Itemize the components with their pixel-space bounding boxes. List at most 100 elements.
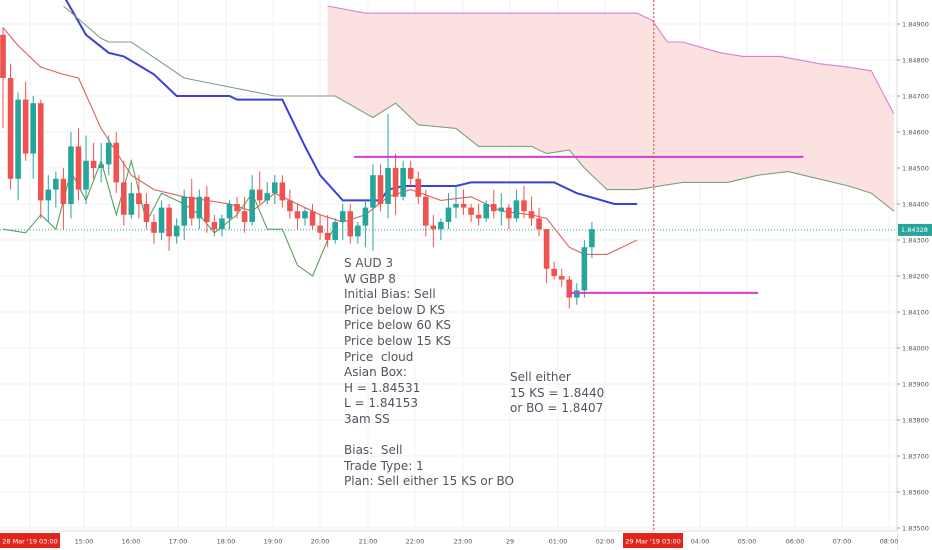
candle-body [226, 204, 233, 219]
annotation-line: Price below 15 KS [344, 333, 451, 348]
price-tick-label: 1.83900 [902, 380, 929, 388]
annotation-line: Price cloud [344, 349, 414, 364]
candle-body [377, 175, 384, 204]
candle-body [90, 160, 97, 168]
candle-body [83, 160, 89, 190]
price-tick-label: 1.84400 [902, 200, 929, 208]
annotation-line: L = 1.84153 [344, 396, 418, 411]
candle-body [468, 207, 474, 215]
candle-body [173, 225, 180, 237]
candle-body [566, 279, 573, 298]
candle-body [589, 229, 595, 248]
candle-body [460, 204, 467, 208]
candle-body [256, 189, 263, 201]
candle-body [37, 103, 44, 201]
candle-body [445, 207, 452, 222]
price-tick-label: 1.84000 [902, 344, 929, 352]
candle-body [400, 168, 406, 197]
annotation-line: H = 1.84531 [344, 380, 421, 395]
annotation-line: Asian Box: [344, 365, 407, 380]
candle-body [506, 207, 512, 219]
time-label: 16:00 [122, 538, 141, 546]
annotation-line: Price below 60 KS [344, 318, 451, 333]
candle-body [166, 207, 172, 237]
annotation-line: or BO = 1.8407 [510, 401, 604, 416]
annotation-line: Price below D KS [344, 302, 445, 317]
annotation-line: W GBP 8 [344, 271, 396, 286]
candle-body [453, 204, 459, 208]
candle-body [128, 193, 135, 215]
candle-body [332, 222, 338, 240]
candle-body [15, 99, 21, 179]
candle-body [513, 200, 520, 219]
candle-body [370, 175, 376, 208]
candle-body [574, 290, 580, 298]
candle-body [121, 182, 127, 215]
time-axis[interactable]: 28 Mar '19 03:00 15:00 16:00 17:00 18:00 19:0… [0, 530, 899, 550]
time-label: 18:00 [217, 538, 236, 546]
annotation-line: 15 KS = 1.8440 [510, 385, 605, 400]
candle-body [60, 178, 67, 204]
candle-body [45, 189, 52, 201]
ichimoku-cloud [327, 0, 894, 212]
candle-body [7, 78, 14, 179]
candle-body [347, 211, 354, 237]
time-label: 08:00 [880, 538, 899, 546]
annotation-line: Bias: Sell [344, 443, 403, 458]
candle-body [68, 146, 74, 204]
price-tick-label: 1.83600 [902, 488, 929, 496]
price-tick-label: 1.83800 [902, 416, 929, 424]
leading-span-b-line [327, 5, 895, 115]
price-tick-label: 1.84100 [902, 308, 929, 316]
candle-body [324, 232, 331, 240]
candle-body [211, 222, 218, 230]
time-label: 23:00 [454, 538, 473, 546]
candle-body [339, 211, 346, 222]
time-label: 04:00 [691, 538, 710, 546]
candle-body [498, 207, 505, 212]
candle-body [279, 182, 286, 201]
time-label: 20:00 [311, 538, 330, 546]
annotation-line: 3am SS [344, 411, 390, 426]
candle-body [294, 211, 301, 219]
current-price-label: 1.84328 [901, 226, 928, 234]
time-label: 19:00 [264, 538, 283, 546]
candle-body [204, 196, 210, 222]
time-highlight-tag [0, 533, 60, 548]
time-label: 07:00 [833, 538, 852, 546]
candle-body [75, 146, 82, 190]
candle-body [536, 218, 542, 230]
base-line-line [64, 0, 638, 205]
candle-body [475, 214, 482, 219]
annotation-right[interactable]: Sell either 15 KS = 1.8440 or BO = 1.8407 [510, 370, 604, 417]
annotation-line: Initial Bias: Sell [344, 287, 436, 302]
price-tick-label: 1.84500 [902, 164, 929, 172]
candle-body [355, 225, 361, 237]
candle-body [438, 222, 444, 230]
candle-body [196, 196, 203, 219]
candle-body [53, 178, 59, 190]
price-axis[interactable]: 1.84900 1.84800 1.84700 1.84600 1.84500 1.844… [896, 0, 932, 550]
price-axis-bg [897, 0, 932, 550]
annotation-line [344, 428, 514, 444]
candle-body [113, 142, 120, 183]
candle-body [219, 218, 225, 230]
candle-body [581, 247, 588, 291]
candle-body [98, 164, 104, 168]
candle-body [543, 229, 550, 269]
candle-body [551, 268, 557, 276]
candle-body [234, 204, 240, 212]
candle-body [392, 168, 399, 197]
candle-body [105, 142, 112, 165]
price-tick-label: 1.84600 [902, 128, 929, 136]
annotation-line: Trade Type: 1 [344, 458, 424, 473]
candle-body [287, 200, 293, 212]
candle-body [264, 193, 271, 201]
candle-body [22, 99, 29, 154]
candles[interactable] [0, 27, 595, 309]
horizontal-levels[interactable] [0, 155, 897, 294]
candle-body [423, 196, 429, 226]
candle-body [302, 211, 308, 219]
